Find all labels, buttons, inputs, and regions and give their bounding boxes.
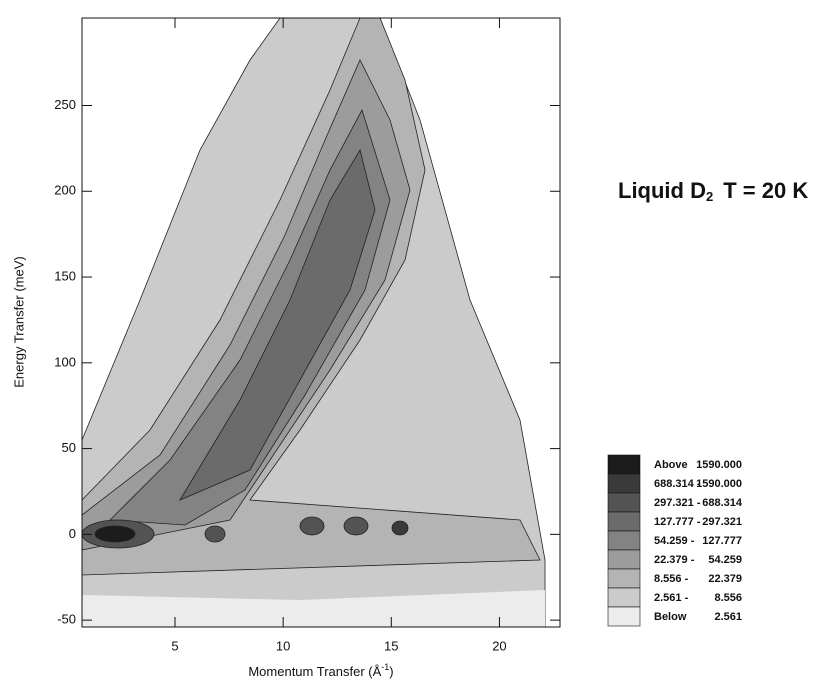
y-tick-label: 100 [54,354,76,369]
plot-frame [81,17,561,628]
y-tick-label: -50 [57,612,76,627]
x-axis-label: Momentum Transfer (Å-1) [248,662,393,679]
legend-label: 8.556 - [654,573,689,585]
legend-label: 2.561 [714,611,742,623]
legend-label: 297.321 - [654,497,701,509]
y-tick-label: 150 [54,268,76,283]
contour-region [343,516,369,536]
x-label-text: Momentum Transfer (Å [248,664,381,679]
x-tick-label: 15 [384,638,398,653]
contour-region [179,148,376,501]
legend-swatch [607,606,641,627]
legend-swatch [607,473,641,494]
legend-label: 688.314 - [654,478,701,490]
legend-swatch [607,454,641,475]
title-text: Liquid D [618,178,706,203]
x-tick-label: 10 [276,638,290,653]
contour-region [204,525,226,543]
legend-label: 8.556 [714,592,742,604]
x-label-superscript: -1 [381,662,389,672]
legend-label: 297.321 [702,516,742,528]
contour-region [391,520,409,536]
contour-region [299,516,325,536]
legend-label: 1590.000 [696,459,742,471]
contour-region [94,525,136,543]
legend-label: 22.379 [708,573,742,585]
x-label-text: ) [389,664,393,679]
contour-field [81,17,546,628]
legend-label: 54.259 [708,554,742,566]
legend-label: 1590.000 [696,478,742,490]
y-tick-label: 250 [54,97,76,112]
legend-label: 688.314 [702,497,743,509]
legend-swatch [607,549,641,570]
title-subscript: 2 [706,189,713,204]
legend-label: 127.777 [702,535,742,547]
legend-label: 22.379 - [654,554,695,566]
y-tick-label: 200 [54,183,76,198]
legend-label: 2.561 - [654,592,689,604]
contour-region [109,108,391,526]
legend-label: Below [654,611,687,623]
legend-label: 54.259 - [654,535,695,547]
y-tick-label: 50 [62,440,76,455]
y-axis-label: Energy Transfer (meV) [11,256,26,388]
title-text: T = 20 K [723,178,808,203]
legend-label: 127.777 - [654,516,701,528]
legend-label: Above [654,459,688,471]
legend-swatch [607,530,641,551]
contour-region [82,590,545,627]
y-tick-label: 0 [69,526,76,541]
x-tick-label: 20 [492,638,506,653]
legend-swatch [607,568,641,589]
legend-swatch [607,492,641,513]
chart-title: Liquid D2 T = 20 K [618,178,808,205]
legend-swatch [607,511,641,532]
x-tick-label: 5 [171,638,178,653]
legend-swatch [607,587,641,608]
